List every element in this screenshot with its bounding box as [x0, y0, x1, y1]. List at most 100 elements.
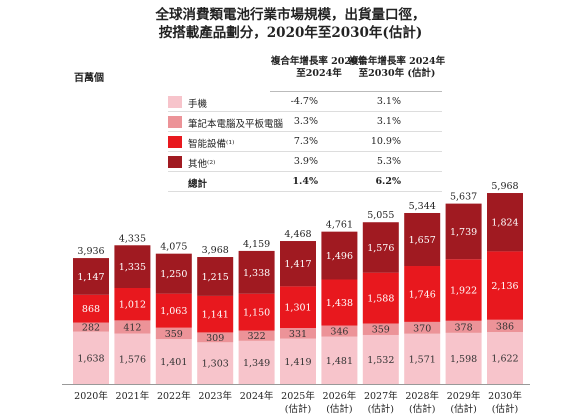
bar-10-2 — [487, 251, 523, 320]
total-label-4: 4,159 — [243, 239, 270, 250]
total-label-10: 5,968 — [491, 181, 518, 192]
bar-label-2-2: 1,063 — [160, 306, 187, 317]
legend-swatch-2 — [168, 136, 182, 148]
bar-label-5-3: 1,417 — [284, 259, 311, 270]
bar-label-3-0: 1,303 — [202, 359, 229, 370]
header-divider — [270, 91, 442, 92]
category-label-9: 2029年 — [447, 390, 481, 402]
bar-9-1 — [445, 320, 482, 333]
category-note-5: (估計) — [285, 403, 311, 415]
bar-label-3-1: 309 — [206, 333, 224, 344]
legend-divider-0 — [168, 111, 442, 112]
bar-7-0 — [362, 334, 399, 384]
total-label-8: 5,344 — [409, 201, 436, 212]
bar-4-3 — [238, 250, 275, 294]
total-label-5: 4,468 — [284, 229, 311, 240]
category-label-10: 2030年 — [488, 390, 522, 402]
total-label-9: 5,637 — [450, 192, 477, 203]
cagr-header-col1-text: 複合年增長率 2020年至2024年 — [270, 56, 368, 79]
bar-0-2 — [73, 294, 109, 323]
bar-label-3-2: 1,141 — [202, 310, 229, 321]
bar-2-3 — [155, 253, 192, 294]
bar-9-2 — [445, 259, 482, 321]
bar-10-1 — [487, 319, 523, 333]
bar-label-0-1: 282 — [82, 323, 100, 334]
bar-3-1 — [197, 332, 234, 343]
bar-5-3 — [280, 241, 316, 287]
bar-label-4-2: 1,150 — [243, 308, 270, 319]
bar-3-0 — [197, 342, 234, 384]
chart-title: 全球消費類電池行業市場規模，出貨量口徑， — [155, 7, 426, 23]
bar-8-0 — [404, 333, 441, 384]
chart-subtitle: 按搭載產品劃分，2020年至2030年(估計) — [158, 25, 423, 41]
legend-divider-1 — [168, 131, 442, 132]
bar-label-10-2: 2,136 — [491, 281, 518, 292]
category-label-5: 2025年 — [281, 390, 315, 402]
total-label-7: 5,055 — [367, 210, 394, 221]
legend-divider-3 — [168, 171, 442, 172]
bar-5-1 — [280, 328, 316, 339]
legend-swatch-0 — [168, 96, 182, 108]
bar-label-7-1: 359 — [372, 325, 390, 336]
legend-label-2: 智能設備⁽¹⁾ — [188, 139, 235, 150]
legend-label-0: 手機 — [188, 99, 208, 110]
bar-label-8-0: 1,571 — [409, 354, 436, 365]
bar-2-1 — [155, 327, 192, 340]
legend-swatch-3 — [168, 156, 182, 168]
cagr-col1-value-1: 3.3% — [293, 116, 318, 127]
category-label-0: 2020年 — [74, 390, 108, 402]
bar-0-0 — [73, 331, 109, 384]
bar-label-7-2: 1,588 — [367, 294, 394, 305]
bar-6-2 — [321, 279, 358, 326]
total-label-0: 3,936 — [77, 246, 104, 257]
bar-9-0 — [445, 332, 482, 384]
cagr-col2-value-1: 3.1% — [376, 116, 401, 127]
bar-2-0 — [155, 339, 192, 384]
bar-label-2-1: 359 — [165, 329, 183, 340]
bar-9-3 — [445, 203, 482, 260]
cagr-header-col2: 複合年增長率 2024年至2030年 (估計) — [347, 56, 447, 80]
bar-label-1-3: 1,335 — [119, 262, 146, 273]
bar-5-2 — [280, 286, 316, 328]
bar-7-1 — [362, 323, 399, 335]
bar-10-0 — [487, 332, 523, 384]
category-note-6: (估計) — [326, 403, 352, 415]
bar-6-1 — [321, 325, 358, 337]
bar-label-0-2: 868 — [82, 304, 100, 315]
bar-8-1 — [404, 321, 441, 334]
cagr-col1-value-3: 3.9% — [293, 156, 318, 167]
unit-label: 百萬個 — [74, 73, 104, 84]
cagr-col2-value-4: 6.2% — [375, 176, 401, 187]
bar-label-9-1: 378 — [455, 322, 473, 333]
category-label-2: 2022年 — [157, 390, 191, 402]
bar-1-1 — [114, 320, 151, 334]
bar-1-2 — [114, 288, 151, 321]
bar-label-5-0: 1,419 — [284, 357, 311, 368]
category-label-7: 2027年 — [364, 390, 398, 402]
bar-1-0 — [114, 333, 151, 384]
legend-label-4: 總計 — [188, 179, 208, 190]
bar-label-6-2: 1,438 — [326, 298, 353, 309]
category-note-7: (估計) — [368, 403, 394, 415]
total-label-1: 4,335 — [119, 233, 146, 244]
bar-3-2 — [197, 295, 234, 333]
total-label-3: 3,968 — [202, 245, 229, 256]
legend-divider-4 — [168, 191, 442, 192]
legend-label-3: 其他⁽²⁾ — [188, 159, 216, 170]
bar-label-9-3: 1,739 — [450, 227, 477, 238]
bar-label-8-2: 1,746 — [409, 289, 436, 300]
bar-5-0 — [280, 338, 316, 384]
bar-label-9-2: 1,922 — [450, 286, 477, 297]
cagr-header-col1: 複合年增長率 2020年至2024年 — [270, 56, 368, 80]
category-label-1: 2021年 — [116, 390, 150, 402]
bar-label-1-2: 1,012 — [119, 300, 146, 311]
category-label-8: 2028年 — [405, 390, 439, 402]
bar-label-5-2: 1,301 — [284, 303, 311, 314]
category-note-10: (估計) — [492, 403, 518, 415]
bar-label-2-0: 1,401 — [160, 357, 187, 368]
bar-3-3 — [197, 257, 234, 296]
bar-10-3 — [487, 193, 523, 252]
bar-label-2-3: 1,250 — [160, 269, 187, 280]
bar-label-1-1: 412 — [123, 322, 141, 333]
